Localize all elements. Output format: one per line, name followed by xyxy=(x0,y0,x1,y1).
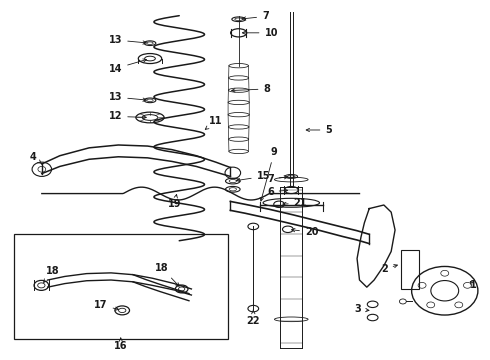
Bar xyxy=(14,234,228,339)
Text: 1: 1 xyxy=(470,280,477,291)
Text: 2: 2 xyxy=(381,264,397,274)
Text: 16: 16 xyxy=(114,338,127,351)
Text: 10: 10 xyxy=(243,28,278,38)
Text: 18: 18 xyxy=(155,263,179,286)
Text: 5: 5 xyxy=(306,125,332,135)
Text: 6: 6 xyxy=(267,187,288,197)
Text: 14: 14 xyxy=(109,59,147,73)
Text: 19: 19 xyxy=(168,194,181,209)
Text: 4: 4 xyxy=(30,152,42,163)
Text: 3: 3 xyxy=(354,304,369,314)
Text: 20: 20 xyxy=(292,227,319,237)
Text: 11: 11 xyxy=(205,116,222,129)
Text: 8: 8 xyxy=(232,84,270,94)
Text: 15: 15 xyxy=(237,171,270,182)
Bar xyxy=(401,249,419,289)
Text: 17: 17 xyxy=(94,300,119,310)
Text: 7: 7 xyxy=(243,12,269,21)
Text: 9: 9 xyxy=(260,147,278,201)
Text: 12: 12 xyxy=(109,111,147,121)
Text: 22: 22 xyxy=(246,310,260,326)
Text: 21: 21 xyxy=(283,198,307,208)
Text: 7: 7 xyxy=(267,174,288,184)
Text: 13: 13 xyxy=(109,92,147,102)
Text: 13: 13 xyxy=(109,35,147,45)
Text: 18: 18 xyxy=(44,266,59,283)
